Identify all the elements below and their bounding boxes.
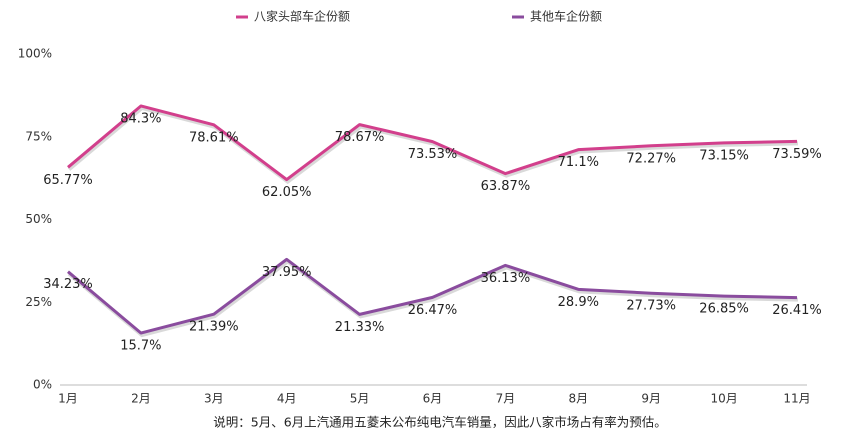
value-label: 28.9% <box>558 295 599 310</box>
value-label: 62.05% <box>262 185 312 200</box>
series-shadow <box>67 258 799 338</box>
legend-label: 八家头部车企份额 <box>254 9 350 24</box>
y-tick-label: 50% <box>25 212 52 226</box>
value-label: 73.15% <box>699 148 749 163</box>
value-label: 15.7% <box>120 339 161 354</box>
value-label: 78.67% <box>335 130 385 145</box>
y-tick-label: 75% <box>25 129 52 143</box>
y-tick-label: 0% <box>33 378 52 392</box>
value-label: 84.3% <box>120 111 161 126</box>
x-tick-label: 2月 <box>131 392 151 406</box>
value-label: 26.47% <box>408 303 458 318</box>
x-tick-label: 7月 <box>496 392 516 406</box>
value-label: 21.33% <box>335 320 385 335</box>
value-label: 63.87% <box>481 179 531 194</box>
x-tick-label: 1月 <box>58 392 78 406</box>
x-tick-label: 4月 <box>277 392 297 406</box>
footnote: 说明：5月、6月上汽通用五菱未公布纯电汽车销量，因此八家市场占有率为预估。 <box>213 415 666 430</box>
value-label: 37.95% <box>262 265 312 280</box>
x-tick-label: 10月 <box>710 392 737 406</box>
value-label: 27.73% <box>626 299 676 314</box>
y-tick-label: 25% <box>25 295 52 309</box>
value-label: 26.41% <box>772 303 822 318</box>
x-tick-label: 11月 <box>783 392 810 406</box>
value-label: 71.1% <box>558 155 599 170</box>
x-tick-label: 6月 <box>423 392 443 406</box>
y-tick-label: 100% <box>18 47 52 61</box>
x-tick-label: 3月 <box>204 392 224 406</box>
value-label: 73.53% <box>408 147 458 162</box>
value-label: 72.27% <box>626 151 676 166</box>
series-line <box>67 257 798 335</box>
x-tick-label: 5月 <box>350 392 370 406</box>
value-label: 34.23% <box>43 277 93 292</box>
legend-label: 其他车企份额 <box>530 9 602 24</box>
value-label: 73.59% <box>772 147 822 162</box>
value-label: 36.13% <box>481 271 531 286</box>
value-label: 21.39% <box>189 320 239 335</box>
value-label: 65.77% <box>43 173 93 188</box>
value-label: 26.85% <box>699 302 749 317</box>
value-label: 78.61% <box>189 130 239 145</box>
x-tick-label: 8月 <box>568 392 588 406</box>
series-line <box>67 104 798 182</box>
x-tick-label: 9月 <box>641 392 661 406</box>
